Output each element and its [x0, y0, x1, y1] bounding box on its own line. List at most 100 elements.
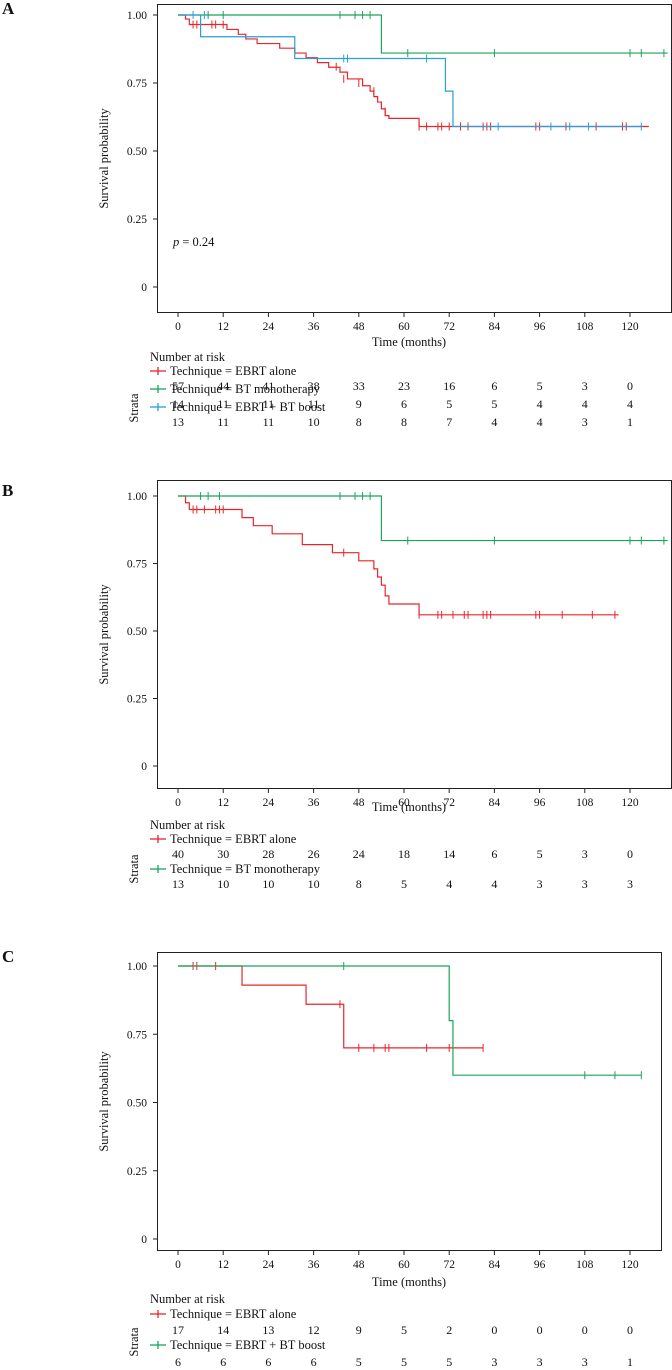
x-tick-label: 120	[621, 321, 639, 333]
p-value-symbol: p	[172, 235, 179, 249]
risk-group-label: Technique = BT monotherapy	[170, 862, 321, 876]
plot-frame	[157, 480, 672, 789]
risk-table-title: Number at risk	[150, 818, 226, 832]
x-axis-label: Time (months)	[372, 800, 446, 814]
risk-count: 18	[398, 847, 410, 861]
risk-count: 33	[353, 379, 365, 393]
x-tick-label: 96	[534, 797, 546, 809]
risk-group-label: Technique = EBRT + BT boost	[170, 400, 326, 414]
survival-step-line	[178, 965, 642, 1076]
risk-count: 8	[356, 877, 362, 891]
panel-letter: A	[2, 0, 15, 18]
strata-label: Strata	[127, 1327, 141, 1357]
x-tick-label: 36	[308, 1259, 320, 1271]
x-tick-label: 120	[621, 1259, 639, 1271]
risk-count: 7	[446, 415, 452, 429]
x-tick-label: 48	[353, 1259, 365, 1271]
survival-curve-bt-mono	[178, 492, 668, 545]
panel-letter: C	[2, 947, 14, 966]
risk-count: 6	[175, 1355, 181, 1369]
risk-count: 0	[627, 847, 633, 861]
plot-frame	[157, 952, 662, 1251]
x-tick-label: 24	[263, 797, 275, 809]
survival-curve-ebrt-alone	[178, 495, 619, 619]
risk-legend-entry: Technique = EBRT alone	[150, 364, 297, 378]
risk-count: 0	[582, 1323, 588, 1337]
risk-count: 6	[220, 1355, 226, 1369]
risk-legend-entry: Technique = EBRT alone	[150, 832, 297, 846]
risk-count: 3	[537, 877, 543, 891]
x-tick-label: 72	[443, 797, 455, 809]
y-tick-label: 0.25	[127, 214, 147, 226]
x-axis-label: Time (months)	[372, 335, 446, 349]
panel-letter: B	[2, 481, 13, 500]
risk-count: 6	[401, 397, 407, 411]
risk-count: 11	[263, 397, 275, 411]
y-tick-label: 0.75	[127, 78, 147, 90]
risk-count: 6	[265, 1355, 271, 1369]
y-tick-label: 0	[141, 1234, 147, 1246]
x-tick-label: 60	[398, 1259, 410, 1271]
y-tick-label: 0	[141, 761, 147, 773]
risk-count: 0	[627, 379, 633, 393]
x-tick-label: 12	[217, 797, 229, 809]
risk-count: 6	[491, 847, 497, 861]
risk-count: 57	[172, 379, 184, 393]
risk-count: 12	[308, 1323, 320, 1337]
risk-count: 30	[217, 847, 229, 861]
survival-step-line	[178, 495, 619, 616]
y-tick-label: 0.25	[127, 694, 147, 706]
strata-label: Strata	[127, 854, 141, 884]
risk-group-label: Technique = BT monotherapy	[170, 382, 321, 396]
x-tick-label: 84	[489, 1259, 501, 1271]
x-tick-label: 24	[263, 1259, 275, 1271]
survival-step-line	[178, 14, 649, 128]
risk-count: 28	[262, 847, 274, 861]
risk-count: 9	[356, 1323, 362, 1337]
x-tick-label: 72	[443, 1259, 455, 1271]
risk-count: 3	[582, 379, 588, 393]
risk-count: 5	[401, 1355, 407, 1369]
risk-count: 10	[217, 877, 229, 891]
risk-count: 5	[491, 397, 497, 411]
x-tick-label: 84	[489, 797, 501, 809]
risk-count: 10	[308, 877, 320, 891]
risk-count: 13	[172, 415, 184, 429]
risk-count: 3	[582, 415, 588, 429]
risk-count: 0	[627, 1323, 633, 1337]
plot-frame	[157, 4, 672, 313]
risk-count: 14	[217, 1323, 229, 1337]
risk-count: 6	[491, 379, 497, 393]
x-tick-label: 84	[489, 321, 501, 333]
risk-count: 11	[308, 397, 320, 411]
survival-step-line	[178, 495, 668, 542]
risk-count: 41	[262, 379, 274, 393]
x-tick-label: 24	[263, 321, 275, 333]
x-tick-label: 108	[576, 797, 594, 809]
risk-count: 4	[582, 397, 588, 411]
x-tick-label: 108	[576, 321, 594, 333]
risk-count: 4	[537, 397, 543, 411]
x-tick-label: 96	[534, 1259, 546, 1271]
risk-count: 38	[308, 379, 320, 393]
x-tick-label: 12	[217, 1259, 229, 1271]
y-axis-label: Survival probability	[97, 1051, 111, 1152]
risk-count: 4	[537, 415, 543, 429]
risk-table-title: Number at risk	[150, 1292, 226, 1306]
risk-count: 26	[308, 847, 320, 861]
x-tick-label: 60	[398, 797, 410, 809]
risk-count: 14	[172, 397, 184, 411]
risk-count: 1	[627, 1355, 633, 1369]
risk-count: 9	[356, 397, 362, 411]
risk-count: 11	[217, 415, 229, 429]
survival-curve-ebrt-alone	[178, 14, 649, 131]
x-tick-label: 36	[308, 321, 320, 333]
survival-step-line	[178, 965, 484, 1049]
risk-legend-entry: Technique = EBRT + BT boost	[150, 400, 326, 414]
risk-count: 3	[582, 877, 588, 891]
y-axis-label: Survival probability	[97, 584, 111, 685]
x-tick-label: 36	[308, 797, 320, 809]
risk-count: 5	[537, 379, 543, 393]
y-tick-label: 0.75	[127, 559, 147, 571]
